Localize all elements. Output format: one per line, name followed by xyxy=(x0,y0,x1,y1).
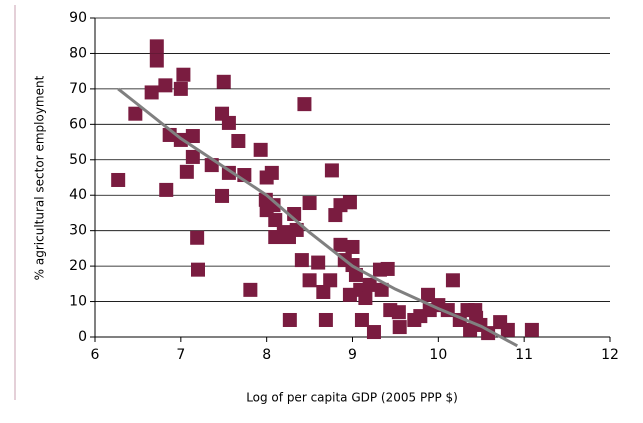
point xyxy=(158,78,173,93)
point xyxy=(289,222,304,237)
point xyxy=(264,165,279,180)
point xyxy=(391,305,406,320)
y-tick-label: 0 xyxy=(78,329,87,345)
point xyxy=(190,230,205,245)
x-tick-label: 8 xyxy=(262,347,271,363)
y-tick-label: 50 xyxy=(69,152,87,168)
point xyxy=(128,106,143,121)
point xyxy=(191,262,205,277)
point xyxy=(185,129,200,144)
point xyxy=(358,291,373,306)
point xyxy=(221,115,236,130)
point xyxy=(302,196,317,211)
y-tick-label: 20 xyxy=(69,258,87,274)
point xyxy=(324,163,339,178)
point xyxy=(500,322,515,337)
point xyxy=(445,273,460,288)
y-tick-label: 70 xyxy=(69,81,87,97)
y-tick-label: 40 xyxy=(69,187,87,203)
y-tick-label: 30 xyxy=(69,223,87,239)
trend-line xyxy=(117,87,519,348)
point xyxy=(111,172,126,187)
point xyxy=(266,198,281,213)
point xyxy=(323,273,338,288)
point xyxy=(297,97,312,112)
point xyxy=(253,142,268,157)
y-tick-label: 80 xyxy=(69,45,87,61)
point xyxy=(185,149,200,164)
point xyxy=(524,322,539,337)
point xyxy=(392,320,407,335)
point xyxy=(380,261,395,276)
point xyxy=(374,282,389,297)
point xyxy=(243,282,258,297)
point xyxy=(268,213,283,228)
x-tick-label: 11 xyxy=(515,347,533,363)
point xyxy=(366,325,381,340)
point xyxy=(176,67,191,82)
point xyxy=(179,164,194,179)
point xyxy=(407,312,422,327)
point xyxy=(294,253,309,268)
point xyxy=(282,312,297,327)
x-tick-label: 10 xyxy=(429,347,447,363)
point xyxy=(149,39,164,54)
x-tick-label: 7 xyxy=(176,347,185,363)
point xyxy=(302,273,317,288)
x-tick-label: 12 xyxy=(601,347,619,363)
point xyxy=(159,182,174,197)
point xyxy=(354,312,369,327)
y-tick-label: 10 xyxy=(69,294,87,310)
point xyxy=(362,277,377,292)
x-tick-label: 6 xyxy=(91,347,100,363)
point xyxy=(144,85,159,100)
point xyxy=(231,133,246,148)
y-tick-label: 60 xyxy=(69,116,87,132)
point xyxy=(173,81,188,96)
point xyxy=(318,312,333,327)
point xyxy=(342,195,357,210)
y-tick-label: 90 xyxy=(69,10,87,26)
x-axis-label: Log of per capita GDP (2005 PPP $) xyxy=(246,391,458,405)
x-tick-label: 9 xyxy=(348,347,357,363)
point xyxy=(345,239,360,254)
y-axis-label: % agricultural sector employment xyxy=(33,75,47,280)
point xyxy=(316,284,331,299)
point xyxy=(311,255,326,270)
point xyxy=(149,53,164,68)
point xyxy=(333,237,348,252)
point xyxy=(216,74,231,89)
point xyxy=(215,188,230,203)
